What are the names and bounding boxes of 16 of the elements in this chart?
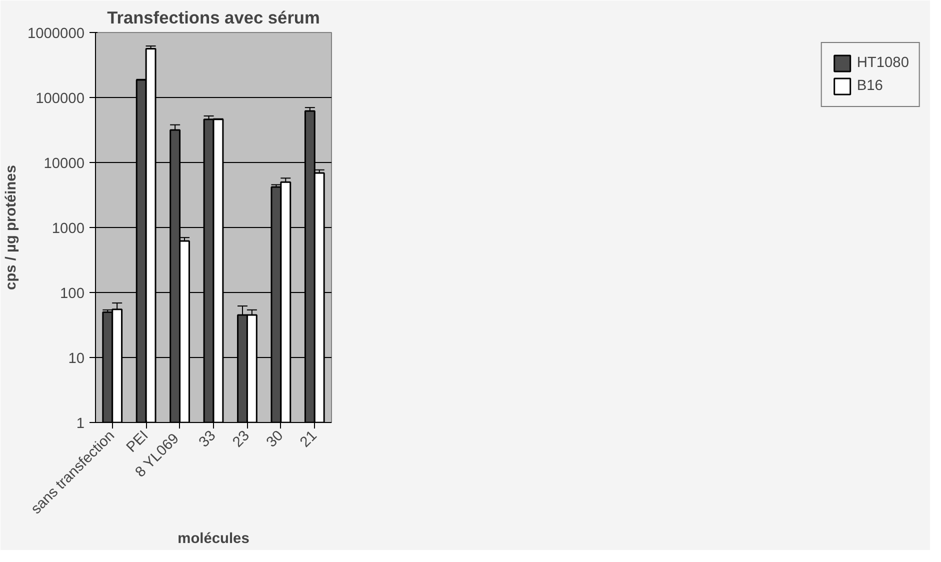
y-tick-label: 10	[68, 351, 85, 367]
y-tick-label: 1	[76, 416, 85, 432]
y-tick-label: 10000	[44, 156, 85, 172]
y-tick-label: 100	[60, 286, 85, 302]
y-tick-label: 1000000	[27, 26, 85, 42]
x-axis-title: molécules	[178, 531, 250, 548]
y-tick-label: 1000	[52, 221, 85, 237]
x-tick-label: 33	[196, 428, 220, 451]
legend-label: HT1080	[856, 55, 909, 71]
chart-title: Transfections avec sérum	[107, 8, 320, 28]
y-tick-label: 100000	[36, 91, 85, 107]
x-tick-label: 23	[230, 428, 253, 451]
y-axis-title: cps / µg protéines	[3, 165, 20, 290]
x-tick-label: 30	[264, 428, 287, 451]
x-tick-label: 21	[297, 428, 320, 451]
legend-label: B16	[856, 78, 883, 94]
